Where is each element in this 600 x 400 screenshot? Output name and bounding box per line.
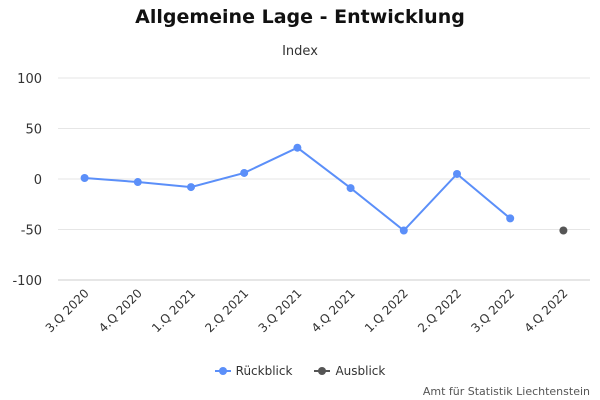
legend-item-ausblick[interactable]: Ausblick (314, 364, 385, 378)
y-tick-label: 0 (34, 173, 42, 188)
legend-swatch-rueckblick (214, 367, 231, 375)
chart-subtitle: Index (282, 44, 318, 59)
y-tick-label: 100 (17, 72, 42, 87)
data-point (346, 184, 355, 193)
x-tick-label: 2.Q 2022 (415, 286, 464, 335)
y-tick-label: 50 (25, 123, 42, 138)
data-point (399, 226, 408, 235)
legend-item-rueckblick[interactable]: Rückblick (214, 364, 293, 378)
x-tick-label: 2.Q 2021 (202, 286, 251, 335)
chart-title: Allgemeine Lage - Entwicklung (135, 6, 465, 28)
data-point (559, 226, 568, 235)
y-tick-label: -50 (21, 224, 42, 239)
legend-label-ausblick: Ausblick (335, 364, 386, 378)
x-tick-label: 1.Q 2022 (362, 286, 411, 335)
x-tick-label: 4.Q 2022 (522, 286, 571, 335)
y-tick-label: -100 (12, 274, 42, 289)
source-credit: Amt für Statistik Liechtenstein (422, 385, 590, 398)
data-point (133, 178, 142, 187)
x-tick-label: 3.Q 2022 (468, 286, 517, 335)
x-tick-label: 4.Q 2021 (309, 286, 358, 335)
legend-label-rueckblick: Rückblick (235, 364, 293, 378)
data-point (293, 143, 302, 152)
x-tick-label: 3.Q 2021 (256, 286, 305, 335)
legend: Rückblick Ausblick (0, 364, 600, 378)
x-tick-label: 1.Q 2021 (149, 286, 198, 335)
data-point (453, 169, 461, 178)
x-tick-label: 3.Q 2020 (43, 286, 92, 335)
data-point (506, 214, 515, 223)
legend-swatch-ausblick (314, 367, 331, 375)
data-point (240, 168, 249, 177)
data-point (80, 173, 89, 182)
series-line-0 (84, 146, 511, 232)
data-point (187, 183, 195, 192)
x-tick-label: 4.Q 2020 (96, 286, 145, 335)
